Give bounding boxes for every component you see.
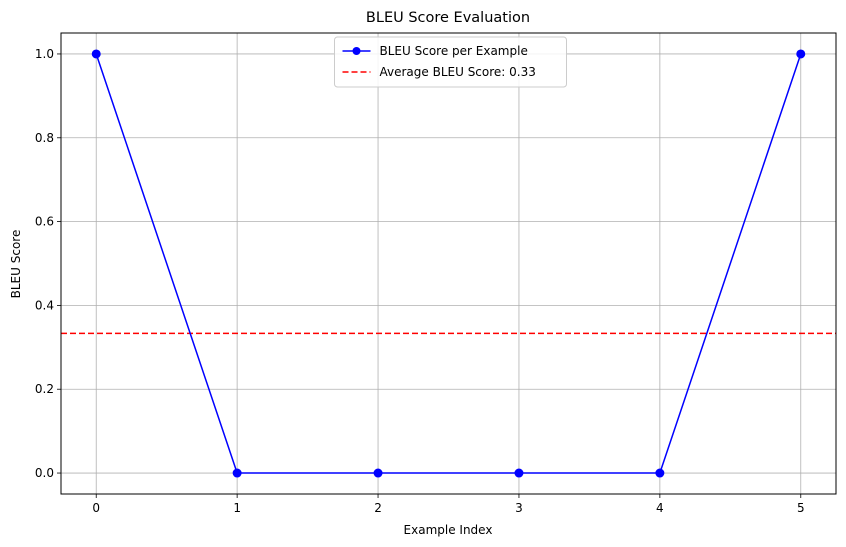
y-axis-ticks: 0.0 0.2 0.4 0.6 0.8 1.0 bbox=[35, 47, 61, 480]
y-tick-label: 0.6 bbox=[35, 215, 54, 229]
y-tick-label: 1.0 bbox=[35, 47, 54, 61]
data-point bbox=[655, 468, 665, 478]
x-tick-label: 4 bbox=[656, 501, 664, 515]
y-tick-label: 0.2 bbox=[35, 382, 54, 396]
legend: BLEU Score per Example Average BLEU Score… bbox=[334, 36, 567, 88]
data-point bbox=[232, 468, 242, 478]
legend-label: BLEU Score per Example bbox=[380, 44, 528, 58]
x-tick-label: 3 bbox=[515, 501, 523, 515]
data-point bbox=[373, 468, 383, 478]
x-tick-label: 0 bbox=[92, 501, 100, 515]
y-tick-label: 0.0 bbox=[35, 466, 54, 480]
data-point bbox=[514, 468, 524, 478]
grid bbox=[61, 33, 836, 494]
x-axis-ticks: 0 1 2 3 4 5 bbox=[92, 494, 805, 515]
y-tick-label: 0.8 bbox=[35, 131, 54, 145]
series-layer bbox=[91, 49, 806, 478]
x-tick-label: 1 bbox=[233, 501, 241, 515]
x-tick-label: 2 bbox=[374, 501, 382, 515]
series-line bbox=[95, 53, 802, 474]
x-tick-label: 5 bbox=[797, 501, 805, 515]
y-axis-label: BLEU Score bbox=[9, 230, 23, 299]
plot-frame bbox=[60, 32, 837, 495]
y-tick-label: 0.4 bbox=[35, 298, 54, 312]
legend-label: Average BLEU Score: 0.33 bbox=[380, 65, 536, 79]
data-point bbox=[91, 49, 101, 59]
legend-box bbox=[334, 36, 567, 88]
x-axis-label: Example Index bbox=[404, 523, 493, 537]
legend-marker bbox=[352, 47, 361, 55]
data-point bbox=[796, 49, 806, 59]
chart-title: BLEU Score Evaluation bbox=[366, 10, 530, 26]
